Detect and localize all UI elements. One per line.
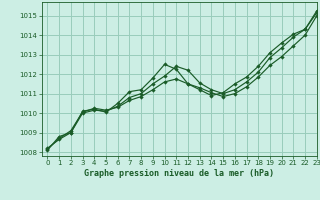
X-axis label: Graphe pression niveau de la mer (hPa): Graphe pression niveau de la mer (hPa) bbox=[84, 169, 274, 178]
